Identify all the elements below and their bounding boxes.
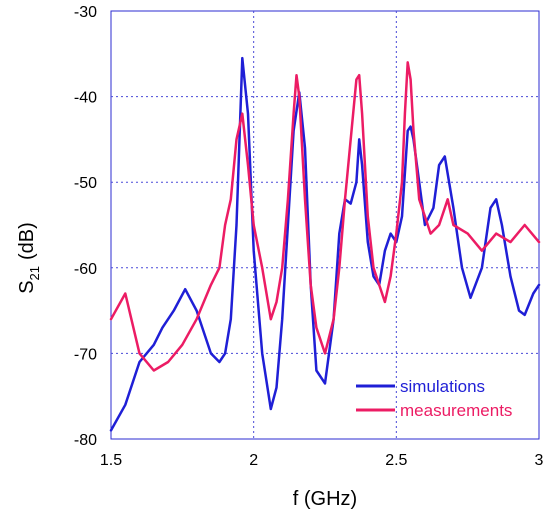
y-tick-label: -50 (74, 175, 97, 192)
y-tick-label: -60 (74, 261, 97, 278)
y-tick-label: -80 (74, 432, 97, 449)
y-tick-label: -40 (74, 90, 97, 107)
plot-frame (110, 10, 540, 440)
svg-text:S21(dB): S21 (dB) (16, 222, 42, 294)
x-tick-label: 1.5 (100, 452, 122, 469)
x-tick-label: 3 (535, 452, 544, 469)
legend-label-measurements: measurements (400, 401, 512, 420)
series-line-measurements (109, 61, 541, 372)
x-tick-labels: 1.5 2 2.5 3 (100, 452, 544, 469)
x-tick-label: 2 (249, 452, 258, 469)
y-axis-label: S21 (dB) (16, 222, 42, 294)
legend: simulations measurements (356, 377, 512, 420)
series-lines (109, 56, 541, 432)
y-axis-label-sub: 21 (27, 266, 42, 280)
grid-lines (111, 11, 539, 439)
legend-label-simulations: simulations (400, 377, 485, 396)
y-tick-label: -70 (74, 346, 97, 363)
x-axis-label: f (GHz) (293, 488, 357, 510)
series-line-simulations (109, 56, 541, 432)
x-tick-label: 2.5 (385, 452, 407, 469)
y-axis-label-main: S (16, 280, 38, 293)
y-tick-labels: -80 -70 -60 -50 -40 -30 (74, 4, 97, 449)
y-tick-label: -30 (74, 4, 97, 21)
y-axis-label-unit: (dB) (16, 222, 38, 260)
